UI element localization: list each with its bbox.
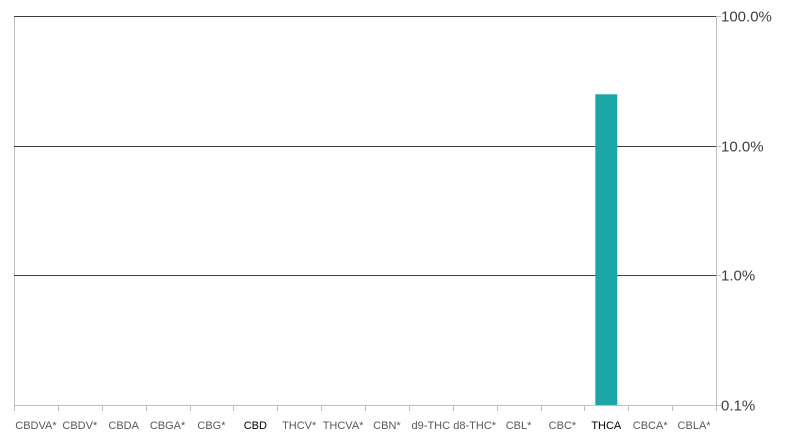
x-category-label: CBDVA* [15, 420, 57, 432]
x-category-label: CBD [244, 420, 267, 432]
x-category-label: CBCA* [633, 420, 669, 432]
y-tick-label: 1.0% [721, 268, 755, 285]
x-category-label: CBG* [197, 420, 226, 432]
y-tick-label: 100.0% [721, 9, 772, 26]
x-category-label: CBL* [506, 420, 532, 432]
bar-thca [595, 94, 618, 405]
x-category-label: CBLA* [678, 420, 712, 432]
x-category-label: CBN* [373, 420, 401, 432]
x-category-label: CBDA [108, 420, 139, 432]
x-category-label: THCV* [282, 420, 317, 432]
x-category-label: CBGA* [150, 420, 186, 432]
x-category-label: CBC* [549, 420, 577, 432]
x-category-label: d8-THC* [453, 420, 497, 432]
x-category-label: CBDV* [62, 420, 98, 432]
x-category-label: THCA [591, 420, 622, 432]
y-tick-label: 10.0% [721, 139, 764, 156]
x-category-label: d9-THC [412, 420, 451, 432]
y-tick-label: 0.1% [721, 398, 755, 415]
x-category-label: THCVA* [323, 420, 364, 432]
